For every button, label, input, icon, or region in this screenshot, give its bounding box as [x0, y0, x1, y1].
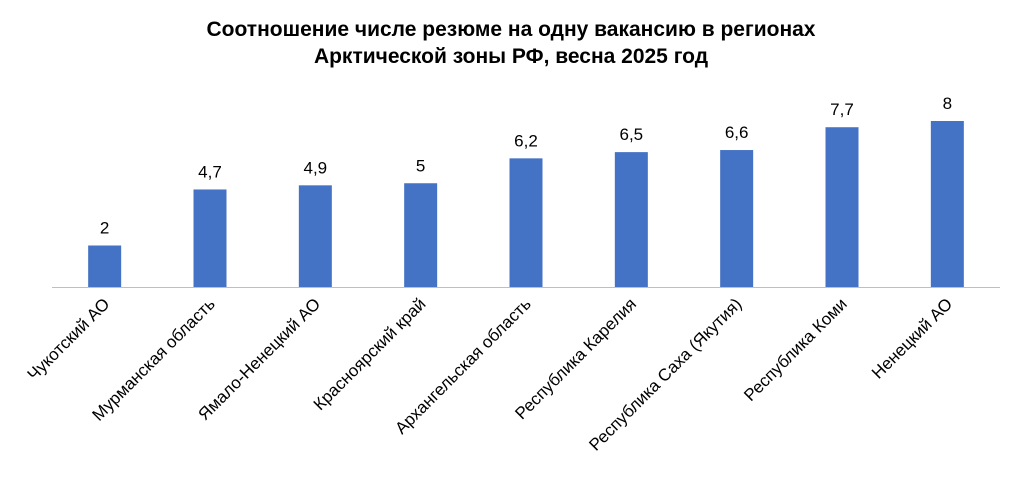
data-label-7: 6,6: [725, 123, 749, 142]
data-label-3: 4,9: [304, 158, 328, 177]
bar-3: [298, 185, 332, 287]
chart-title-line-1: Соотношение числе резюме на одну ваканси…: [207, 18, 816, 41]
data-label-4: 5: [416, 156, 425, 175]
data-label-9: 8: [943, 94, 952, 113]
category-label-6: Республика Карелия: [511, 294, 640, 423]
category-label-9: Ненецкий АО: [868, 294, 956, 382]
bar-8: [825, 127, 859, 287]
bar-6: [614, 152, 648, 287]
data-label-8: 7,7: [830, 100, 854, 119]
category-label-8: Республика Коми: [740, 294, 851, 405]
bar-1: [88, 245, 122, 287]
data-label-5: 6,2: [514, 131, 538, 150]
bar-9: [930, 121, 964, 287]
category-label-3: Ямало-Ненецкий АО: [195, 294, 325, 424]
chart-title-line-2: Арктической зоны РФ, весна 2025 год: [314, 45, 708, 68]
category-label-4: Красноярский край: [310, 294, 430, 414]
bar-2: [193, 189, 227, 287]
bar-7: [720, 150, 754, 287]
data-labels-group: 2 4,7 4,9 5 6,2 6,5 6,6 7,7 8: [100, 94, 952, 238]
bars-group: [88, 121, 964, 287]
data-label-6: 6,5: [620, 125, 644, 144]
data-label-1: 2: [100, 219, 109, 238]
bar-5: [509, 158, 543, 287]
bar-4: [404, 183, 438, 287]
data-label-2: 4,7: [198, 162, 222, 181]
category-label-1: Чукотский АО: [24, 294, 114, 384]
